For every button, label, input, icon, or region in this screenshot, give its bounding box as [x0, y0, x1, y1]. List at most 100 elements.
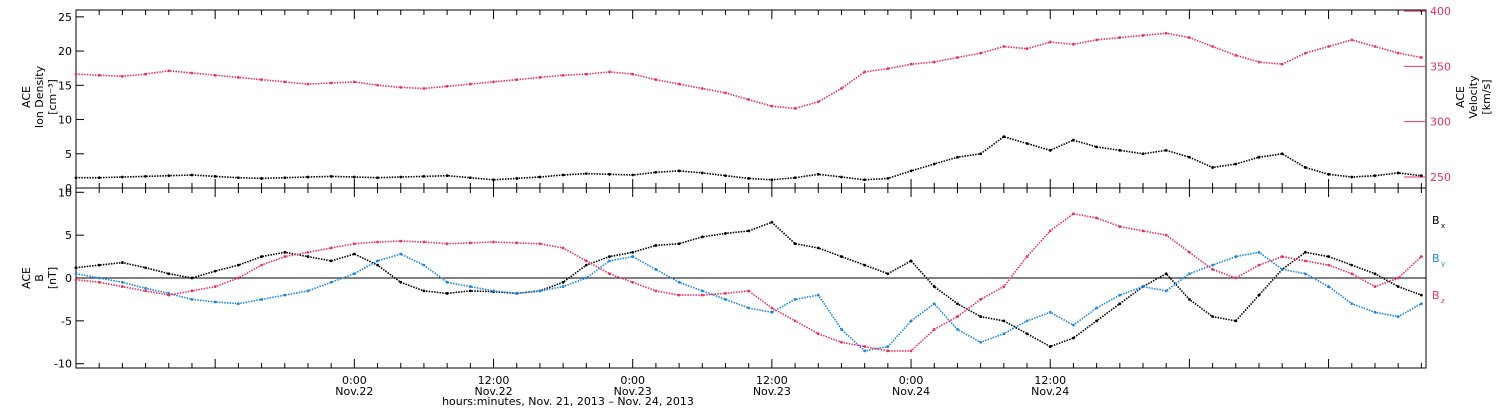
density-point [1373, 174, 1377, 178]
by-point [840, 328, 843, 331]
velocity-axis-label-line2: Velocity [1467, 75, 1480, 119]
by-point [1419, 302, 1423, 306]
bx-point [631, 250, 635, 254]
b-axis-label-line1: ACE [20, 267, 33, 289]
x-tick-time: 0:00 [620, 374, 645, 387]
density-ytick-label: 25 [58, 11, 72, 24]
b-ytick-label: 0 [65, 272, 72, 285]
velocity-point [561, 73, 565, 77]
by-point [422, 263, 426, 267]
density-point [144, 174, 147, 178]
density-point [515, 177, 519, 180]
legend-bx-subscript: x [1441, 222, 1445, 230]
density-point [932, 162, 936, 166]
by-point [97, 276, 101, 280]
by-point [724, 298, 727, 301]
by-point [1095, 306, 1099, 310]
bx-point [283, 250, 287, 254]
bx-point [608, 255, 611, 258]
bz-point [886, 349, 890, 353]
density-point [74, 176, 78, 180]
density-point [1350, 175, 1354, 179]
density-point [1188, 155, 1191, 159]
bz-point [677, 293, 681, 297]
bz-point [863, 345, 867, 348]
bz-point [1141, 229, 1145, 233]
density-point [1327, 172, 1330, 176]
bz-point [724, 292, 727, 295]
bz-point [1188, 250, 1191, 254]
by-point [654, 268, 658, 271]
by-point [956, 328, 959, 331]
by-point [1141, 285, 1145, 288]
x-tick-date: Nov.24 [1031, 385, 1069, 398]
bz-point [770, 306, 774, 310]
bz-point [306, 250, 310, 254]
bz-point [1257, 263, 1261, 267]
bz-point [1002, 285, 1006, 288]
velocity-point [677, 82, 681, 86]
x-tick-time: 12:00 [478, 374, 510, 387]
density-point [1025, 142, 1029, 145]
by-point [1303, 272, 1307, 276]
bz-point [445, 242, 449, 246]
density-point [1048, 148, 1052, 152]
velocity-point [74, 72, 78, 76]
by-point [1257, 250, 1261, 254]
density-point [631, 173, 635, 177]
velocity-ytick-label: 350 [1430, 60, 1451, 73]
by-point [1118, 293, 1122, 297]
bx-point [1072, 336, 1075, 340]
bottom-series-group [74, 212, 1423, 353]
density-point [816, 172, 820, 176]
velocity-trace [75, 32, 1422, 110]
bx-point [561, 280, 565, 284]
bx-point [213, 269, 217, 273]
by-point [283, 293, 287, 297]
density-ytick-label: 10 [58, 114, 72, 127]
by-point [352, 272, 356, 276]
velocity-point [445, 84, 449, 88]
x-tick-time: 0:00 [899, 374, 924, 387]
by-point [213, 300, 217, 304]
velocity-point [1072, 42, 1075, 46]
bz-point [979, 298, 983, 301]
density-point [909, 169, 913, 173]
density-point [352, 175, 356, 179]
velocity-point [97, 73, 101, 77]
velocity-ytick-label: 400 [1430, 5, 1451, 18]
by-point [74, 272, 78, 276]
velocity-point [1095, 38, 1099, 42]
bx-point [677, 242, 681, 246]
velocity-point [167, 69, 171, 73]
bx-point [167, 272, 171, 276]
velocity-point [1327, 45, 1330, 48]
x-axis-tick-labels: 0:00Nov.2212:00Nov.220:00Nov.2312:00Nov.… [335, 374, 1069, 398]
density-trace [76, 135, 1422, 181]
by-point [793, 298, 797, 301]
bx-point [376, 263, 379, 267]
velocity-point [1002, 45, 1006, 48]
by-point [886, 345, 890, 348]
bz-point [492, 240, 495, 244]
density-point [1141, 152, 1145, 156]
bz-point [561, 246, 565, 250]
bz-point [1211, 268, 1214, 271]
velocity-point [236, 76, 240, 79]
by-point [515, 292, 519, 295]
density-point [654, 170, 658, 174]
bx-trace [75, 221, 1422, 348]
bz-point [515, 241, 519, 245]
velocity-point [608, 70, 611, 74]
bz-point [190, 289, 194, 293]
b-axis-label-line2: B [33, 274, 46, 282]
top-series-group [74, 31, 1423, 182]
density-point [422, 174, 426, 178]
bz-point [144, 289, 147, 293]
bz-point [793, 319, 797, 323]
velocity-point [1234, 53, 1238, 57]
by-point [1234, 255, 1238, 258]
bz-point [1164, 233, 1168, 237]
by-point [1350, 302, 1354, 306]
density-axis-label-line2: Ion Density [33, 65, 46, 128]
